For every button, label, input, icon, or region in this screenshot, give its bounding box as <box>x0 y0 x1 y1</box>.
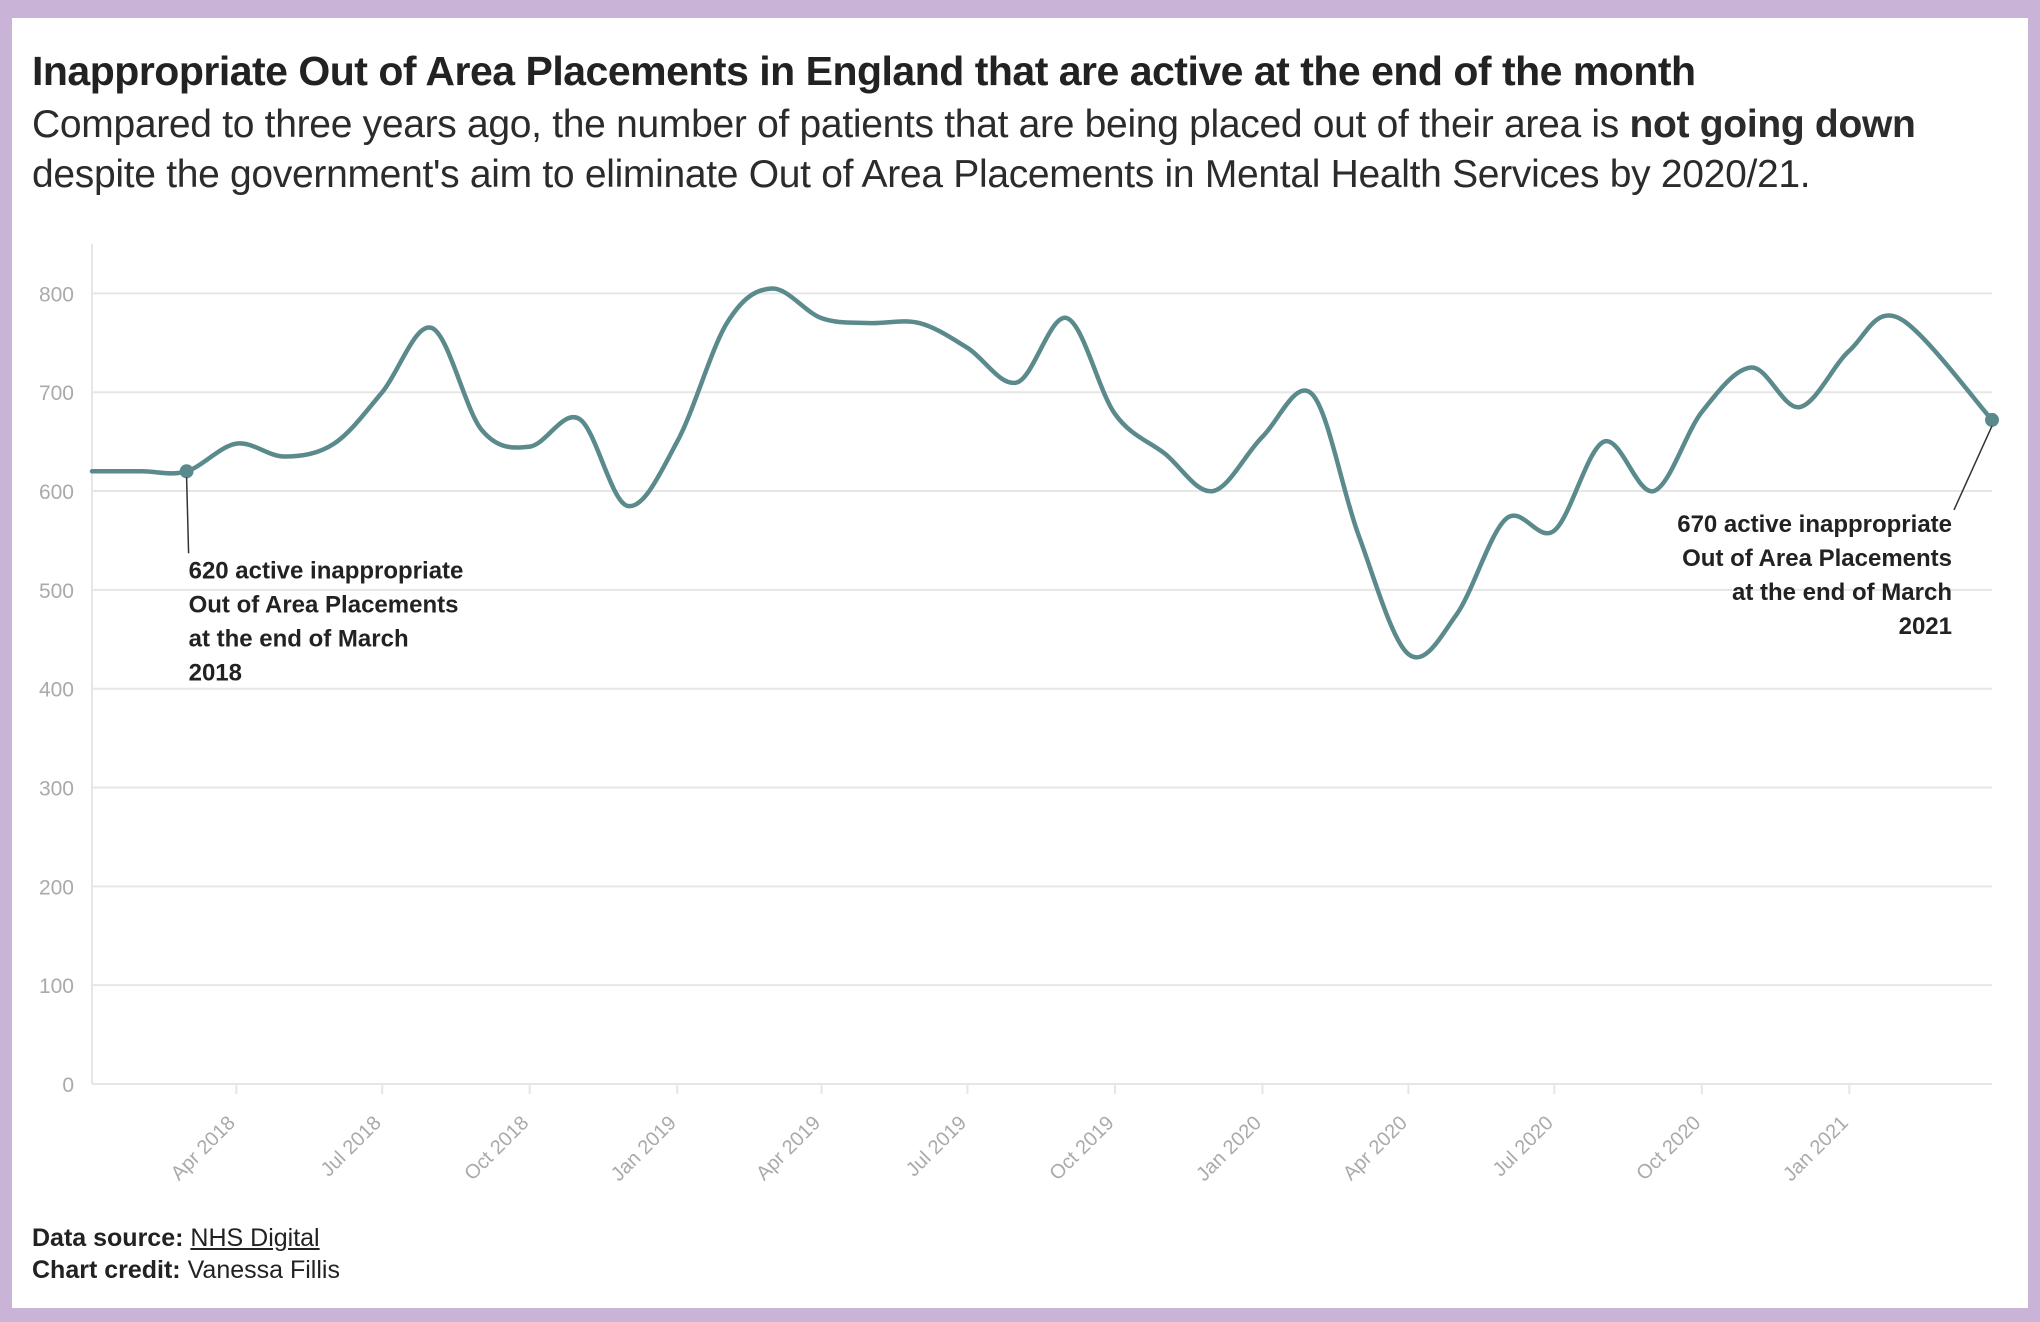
y-tick-label: 600 <box>39 481 74 504</box>
y-tick-label: 300 <box>39 778 74 801</box>
annotation-label-line: 2018 <box>189 659 242 686</box>
x-tick-label: Jan 2021 <box>1779 1112 1853 1186</box>
x-tick-label: Jan 2019 <box>607 1112 681 1186</box>
annotation-label-line: at the end of March <box>1732 579 1952 606</box>
chart-footer: Data source: NHS Digital Chart credit: V… <box>32 1222 340 1286</box>
annotation-label-line: at the end of March <box>189 625 409 652</box>
x-tick-label: Oct 2018 <box>460 1112 533 1185</box>
annotation-label-line: 2021 <box>1899 613 1952 640</box>
chart-subtitle: Compared to three years ago, the number … <box>32 100 1992 200</box>
x-tick-label: Jul 2019 <box>902 1112 971 1181</box>
series-line <box>89 286 1995 660</box>
credit-label: Chart credit: <box>32 1256 181 1284</box>
x-tick-label: Oct 2020 <box>1632 1112 1705 1185</box>
annotation-label-line: Out of Area Placements <box>1682 545 1952 572</box>
source-label: Data source: <box>32 1224 184 1252</box>
y-tick-label: 800 <box>39 283 74 306</box>
x-tick-label: Apr 2019 <box>752 1112 825 1185</box>
x-tick-label: Jul 2020 <box>1489 1112 1558 1181</box>
x-tick-label: Jan 2020 <box>1192 1112 1266 1186</box>
x-tick-label: Oct 2019 <box>1046 1112 1119 1185</box>
x-tick-label: Jul 2018 <box>317 1112 386 1181</box>
credit-name: Vanessa Fillis <box>187 1256 340 1284</box>
annotation-leader <box>185 477 190 554</box>
chart-title: Inappropriate Out of Area Placements in … <box>32 48 1696 94</box>
subtitle-text-end: despite the government's aim to eliminat… <box>32 153 1811 196</box>
source-line: Data source: NHS Digital <box>32 1222 340 1254</box>
annotation-label-line: Out of Area Placements <box>189 591 459 618</box>
credit-line: Chart credit: Vanessa Fillis <box>32 1254 340 1286</box>
annotation-point <box>1985 412 1999 427</box>
subtitle-text-start: Compared to three years ago, the number … <box>32 103 1630 146</box>
y-tick-label: 400 <box>39 679 74 702</box>
annotation-label-line: 670 active inappropriate <box>1677 511 1952 538</box>
y-tick-label: 0 <box>62 1074 74 1097</box>
y-tick-label: 200 <box>39 876 74 899</box>
annotation-point <box>179 464 194 479</box>
y-tick-label: 700 <box>39 382 74 405</box>
y-tick-label: 100 <box>39 975 74 998</box>
x-tick-label: Apr 2018 <box>167 1112 240 1185</box>
y-tick-label: 500 <box>39 580 74 603</box>
annotation-leader <box>1953 425 1993 511</box>
annotation-label-line: 620 active inappropriate <box>189 557 464 584</box>
subtitle-emphasis: not going down <box>1629 103 1916 146</box>
x-tick-label: Apr 2020 <box>1339 1112 1412 1185</box>
source-link[interactable]: NHS Digital <box>190 1224 320 1252</box>
